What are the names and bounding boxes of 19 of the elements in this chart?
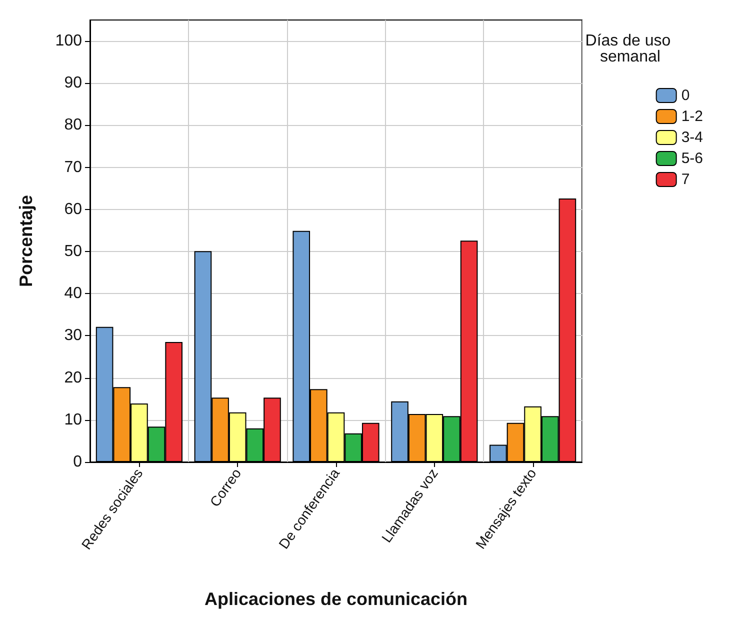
legend-label: 0 bbox=[681, 87, 690, 104]
y-tick-label: 20 bbox=[64, 369, 82, 386]
legend-title: Días de uso semanal bbox=[585, 32, 676, 66]
y-tick-label: 70 bbox=[64, 158, 82, 176]
y-tick-label: 10 bbox=[64, 411, 82, 428]
y-tick-label: 90 bbox=[64, 74, 82, 92]
legend-label: 3-4 bbox=[681, 129, 704, 146]
legend-label: 5-6 bbox=[681, 150, 704, 167]
y-axis-title: Porcentaje bbox=[16, 194, 36, 288]
y-tick-label: 50 bbox=[64, 243, 82, 260]
y-tick-label: 60 bbox=[64, 200, 82, 218]
legend-label: 7 bbox=[681, 171, 690, 188]
y-tick-label: 40 bbox=[64, 285, 82, 302]
y-tick-label: 0 bbox=[73, 454, 82, 470]
y-tick-label: 30 bbox=[64, 327, 82, 344]
y-tick-label: 100 bbox=[55, 32, 82, 50]
x-axis-title: Aplicaciones de comunicación bbox=[204, 589, 468, 609]
legend-label: 1-2 bbox=[681, 108, 704, 125]
y-tick-label: 80 bbox=[64, 116, 82, 134]
